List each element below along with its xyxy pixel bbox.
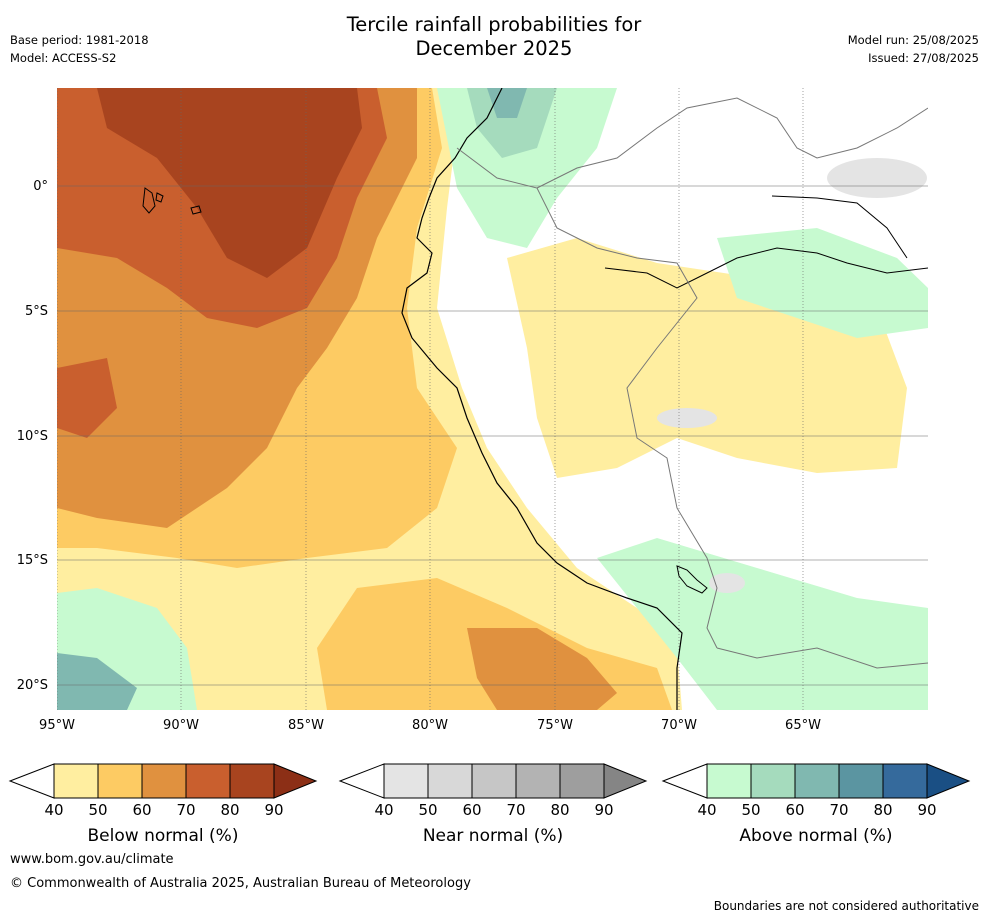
base-period: Base period: 1981-2018 <box>10 33 149 47</box>
colorbar-near-70 <box>515 763 561 799</box>
near-40-patch-2 <box>657 408 717 428</box>
colorbar-below-tick-70: 70 <box>176 801 196 819</box>
colorbar-above-40 <box>706 763 752 799</box>
lon-label-80w: 80°W <box>412 718 448 733</box>
coastline <box>401 88 683 710</box>
above-60-southwest-region <box>57 653 137 710</box>
colorbar-above-title: Above normal (%) <box>739 826 893 846</box>
below-80-region <box>97 88 362 278</box>
lon-label-75w: 75°W <box>537 718 573 733</box>
colorbar-below-70 <box>185 763 231 799</box>
metadata-left: Base period: 1981-2018 Model: ACCESS-S2 <box>10 31 149 67</box>
colorbar-near-80 <box>559 763 605 799</box>
lat-label-10s: 10°S <box>16 429 48 444</box>
colorbar-below-40 <box>53 763 99 799</box>
colorbar-above-under-arrow <box>661 763 708 799</box>
colorbar-below-under-arrow <box>8 763 55 799</box>
issued-date: Issued: 27/08/2025 <box>868 51 979 65</box>
colorbar-above-50 <box>750 763 796 799</box>
above-40-amazon-region <box>717 228 928 338</box>
below-60-south-region <box>467 628 617 710</box>
footer-copyright: © Commonwealth of Australia 2025, Austra… <box>10 876 471 891</box>
colorbar-near-over-arrow <box>603 763 648 799</box>
colorbar-near <box>338 763 648 799</box>
above-60-north-region <box>487 88 527 118</box>
lat-label-0: 0° <box>33 179 48 194</box>
colorbar-below-tick-60: 60 <box>132 801 152 819</box>
above-50-north-region <box>467 88 557 158</box>
graticule <box>57 88 928 710</box>
colorbar-near-tick-50: 50 <box>418 801 438 819</box>
colorbar-below-tick-40: 40 <box>44 801 64 819</box>
colorbar-near-tick-40: 40 <box>374 801 394 819</box>
lon-label-70w: 70°W <box>661 718 697 733</box>
colorbar-below-title: Below normal (%) <box>87 826 239 846</box>
colorbar-below-tick-50: 50 <box>88 801 108 819</box>
footer-url[interactable]: www.bom.gov.au/climate <box>10 852 174 867</box>
negro-river <box>771 195 908 259</box>
near-40-patch-3 <box>709 573 745 593</box>
colorbar-above-svg <box>661 763 971 799</box>
colorbar-near-title: Near normal (%) <box>422 826 564 846</box>
amazon-river <box>604 247 928 289</box>
colorbar-above-tick-80: 80 <box>873 801 893 819</box>
colorbar-below-60 <box>141 763 187 799</box>
lon-label-85w: 85°W <box>288 718 324 733</box>
above-40-southeast-region <box>597 538 928 710</box>
colorbar-near-60 <box>471 763 517 799</box>
colorbar-below-50 <box>97 763 143 799</box>
lon-label-90w: 90°W <box>163 718 199 733</box>
colorbar-above-80 <box>882 763 928 799</box>
colorbar-near-svg <box>338 763 648 799</box>
colorbar-below-over-arrow <box>273 763 318 799</box>
colorbar-above-tick-60: 60 <box>785 801 805 819</box>
footer-disclaimer: Boundaries are not considered authoritat… <box>713 899 979 913</box>
map-title: Tercile rainfall probabilities for Decem… <box>0 13 988 61</box>
colorbar-above-tick-40: 40 <box>697 801 717 819</box>
country-borders <box>456 97 928 669</box>
colorbar-near-tick-70: 70 <box>506 801 526 819</box>
colorbar-above-60 <box>794 763 840 799</box>
lon-label-95w: 95°W <box>39 718 75 733</box>
lat-label-15s: 15°S <box>16 553 48 568</box>
below-70-west-region <box>57 358 117 438</box>
colorbar-below-svg <box>8 763 318 799</box>
galapagos-islands <box>142 187 202 215</box>
probability-map[interactable] <box>57 88 928 710</box>
colorbar-below-80 <box>229 763 275 799</box>
colorbar-above-over-arrow <box>926 763 971 799</box>
map-canvas[interactable] <box>57 88 928 710</box>
title-line-2: December 2025 <box>415 37 573 60</box>
title-line-1: Tercile rainfall probabilities for <box>346 13 642 36</box>
colorbar-near-tick-90: 90 <box>594 801 614 819</box>
model-run: Model run: 25/08/2025 <box>847 33 979 47</box>
near-40-patch-1 <box>827 158 927 198</box>
colorbar-near-tick-80: 80 <box>550 801 570 819</box>
lon-label-65w: 65°W <box>785 718 821 733</box>
colorbar-above-tick-90: 90 <box>917 801 937 819</box>
colorbar-below <box>8 763 318 799</box>
lake-titicaca <box>676 565 708 594</box>
metadata-right: Model run: 25/08/2025 Issued: 27/08/2025 <box>848 31 979 67</box>
colorbar-near-40 <box>383 763 429 799</box>
colorbar-near-50 <box>427 763 473 799</box>
colorbar-near-under-arrow <box>338 763 385 799</box>
model-name: Model: ACCESS-S2 <box>10 51 117 65</box>
colorbar-below-tick-80: 80 <box>220 801 240 819</box>
colorbar-above-tick-70: 70 <box>829 801 849 819</box>
colorbar-below-tick-90: 90 <box>264 801 284 819</box>
lat-label-20s: 20°S <box>16 678 48 693</box>
lat-label-5s: 5°S <box>24 304 48 319</box>
colorbar-near-tick-60: 60 <box>462 801 482 819</box>
colorbar-above-tick-50: 50 <box>741 801 761 819</box>
colorbar-above-70 <box>838 763 884 799</box>
colorbar-above <box>661 763 971 799</box>
